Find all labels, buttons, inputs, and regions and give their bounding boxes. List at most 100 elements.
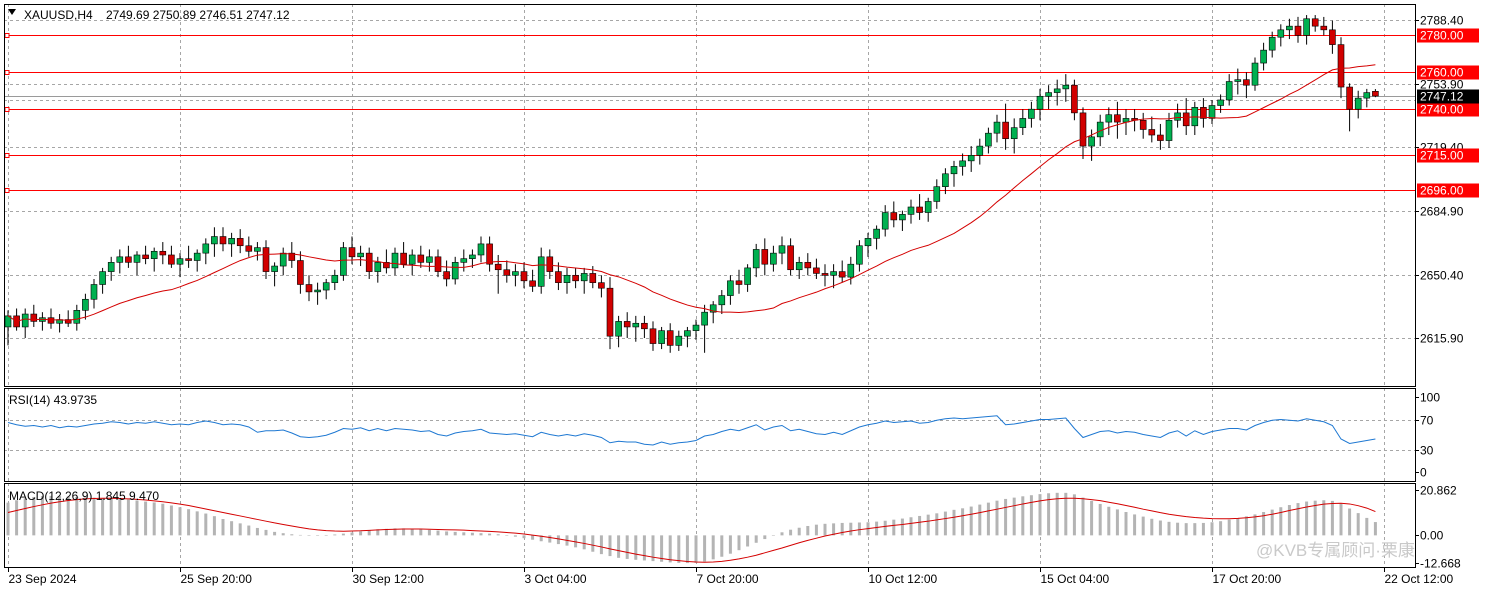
level-label: 2740.00 — [1420, 103, 1464, 117]
candle-bear — [435, 257, 441, 272]
macd-histogram-bar — [1236, 518, 1239, 535]
macd-histogram-bar — [1013, 498, 1016, 536]
candle-bull — [848, 264, 854, 277]
candle-bull — [280, 253, 286, 266]
candle-bull — [1209, 105, 1215, 118]
macd-histogram-bar — [583, 535, 586, 549]
candle-bull — [633, 323, 639, 327]
macd-histogram-bar — [548, 535, 551, 542]
macd-histogram-bar — [471, 533, 474, 536]
macd-histogram-bar — [204, 514, 207, 536]
candle-bull — [977, 146, 983, 155]
candle-bull — [538, 257, 544, 287]
candle-bull — [461, 259, 467, 263]
macd-histogram-bar — [359, 531, 362, 535]
macd-histogram-bar — [342, 534, 345, 536]
candle-bull — [985, 133, 991, 146]
macd-histogram-bar — [1322, 500, 1325, 535]
macd-histogram-bar — [419, 529, 422, 535]
macd-histogram-bar — [849, 523, 852, 536]
candle-bear — [401, 253, 407, 264]
candle-bear — [349, 248, 355, 257]
candle-bull — [1261, 50, 1267, 63]
candle-bull — [960, 161, 966, 167]
macd-histogram-bar — [351, 533, 354, 536]
macd-histogram-bar — [480, 533, 483, 535]
macd-histogram-bar — [7, 503, 10, 536]
macd-histogram-bar — [1211, 522, 1214, 535]
macd-histogram-bar — [686, 535, 689, 563]
macd-histogram-bar — [875, 522, 878, 536]
macd-histogram-bar — [978, 505, 981, 536]
candle-bear — [598, 283, 604, 289]
level-anchor — [5, 154, 9, 158]
candle-bull — [22, 314, 28, 327]
candle-bull — [942, 174, 948, 187]
candle-bull — [753, 249, 759, 267]
macd-histogram-bar — [824, 524, 827, 536]
candle-bull — [1166, 120, 1172, 140]
level-label: 2780.00 — [1420, 29, 1464, 43]
macd-histogram-bar — [634, 535, 637, 559]
macd-histogram-bar — [1125, 512, 1128, 535]
macd-histogram-bar — [187, 509, 190, 535]
candle-bull — [151, 251, 157, 258]
macd-histogram-bar — [643, 535, 646, 560]
ma-line — [8, 65, 1375, 322]
macd-histogram-bar — [161, 504, 164, 536]
macd-histogram-bar — [265, 530, 268, 535]
macd-histogram-bar — [609, 535, 612, 556]
candle-bear — [762, 249, 768, 264]
watermark: @KVB专属顾问·栗康 — [1256, 541, 1415, 560]
triangle-down-icon[interactable] — [8, 9, 16, 15]
candle-bull — [375, 262, 381, 271]
candle-bear — [1183, 113, 1189, 126]
candle-bear — [917, 207, 923, 213]
candle-bull — [882, 213, 888, 230]
candle-bear — [306, 285, 312, 292]
rsi-tick-label: 30 — [1420, 444, 1434, 458]
macd-histogram-bar — [695, 535, 698, 562]
candle-bull — [117, 257, 123, 263]
macd-histogram-bar — [763, 535, 766, 539]
candle-bear — [624, 321, 630, 327]
time-tick-label: 10 Oct 12:00 — [869, 572, 938, 586]
macd-histogram-bar — [196, 511, 199, 535]
candle-bull — [1106, 115, 1112, 122]
candle-bull — [392, 253, 398, 268]
macd-histogram-bar — [93, 498, 96, 536]
candle-bull — [452, 262, 458, 279]
macd-histogram-bar — [1357, 513, 1360, 535]
candle-bull — [968, 155, 974, 161]
candle-bear — [590, 273, 596, 282]
candle-bear — [237, 238, 243, 245]
chart-header: XAUUSD,H4 2749.69 2750.89 2746.51 2747.1… — [8, 8, 290, 22]
macd-histogram-bar — [497, 534, 500, 535]
candle-bull — [770, 253, 776, 264]
candle-bull — [315, 290, 321, 292]
macd-histogram-bar — [987, 503, 990, 536]
macd-histogram-bar — [462, 532, 465, 535]
pane-frames — [5, 5, 1416, 568]
candle-bull — [1235, 80, 1241, 82]
candle-bear — [555, 272, 561, 283]
candle-bull — [856, 246, 862, 264]
macd-histogram-bar — [101, 498, 104, 535]
macd-histogram-bar — [1348, 509, 1351, 536]
candle-bull — [512, 272, 518, 276]
macd-histogram-bar — [118, 499, 121, 536]
candle-bull — [1364, 93, 1370, 99]
candle-bull — [727, 281, 733, 296]
macd-histogram-bar — [1004, 499, 1007, 535]
macd-histogram-bar — [1133, 514, 1136, 535]
macd-histogram-bar — [1073, 494, 1076, 535]
candle-bear — [530, 281, 536, 287]
rsi-title: RSI(14) 43.9735 — [9, 393, 97, 407]
macd-histogram-bar — [884, 521, 887, 536]
macd-histogram-bar — [591, 535, 594, 551]
candle-bull — [779, 246, 785, 253]
macd-histogram-bar — [230, 521, 233, 535]
macd-histogram-bar — [316, 535, 319, 536]
